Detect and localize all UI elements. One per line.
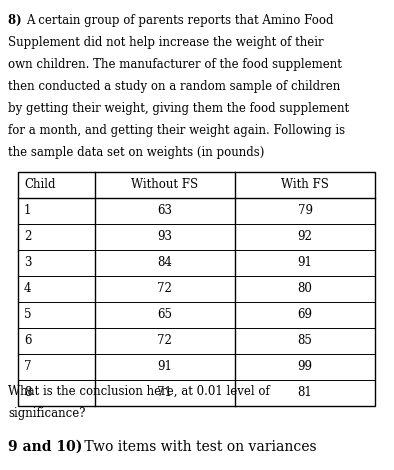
Text: 2: 2	[24, 230, 32, 243]
Text: 99: 99	[297, 360, 312, 374]
Text: Child: Child	[24, 179, 56, 191]
Text: 84: 84	[158, 257, 172, 269]
Text: What is the conclusion here, at 0.01 level of: What is the conclusion here, at 0.01 lev…	[8, 385, 270, 398]
Text: Two items with test on variances: Two items with test on variances	[80, 440, 317, 454]
Text: 8): 8)	[8, 14, 26, 27]
Text: 91: 91	[297, 257, 312, 269]
Text: 65: 65	[158, 308, 173, 321]
Text: 72: 72	[158, 335, 172, 347]
Text: then conducted a study on a random sample of children: then conducted a study on a random sampl…	[8, 80, 340, 93]
Text: With FS: With FS	[281, 179, 329, 191]
Text: 80: 80	[297, 282, 312, 296]
Text: 69: 69	[297, 308, 312, 321]
Text: 5: 5	[24, 308, 32, 321]
Text: 63: 63	[158, 204, 173, 218]
Text: 3: 3	[24, 257, 32, 269]
Text: 93: 93	[158, 230, 173, 243]
Text: 1: 1	[24, 204, 32, 218]
Text: 7: 7	[24, 360, 32, 374]
Text: 79: 79	[297, 204, 312, 218]
Text: 85: 85	[297, 335, 312, 347]
Text: 71: 71	[158, 386, 172, 400]
Text: 92: 92	[297, 230, 312, 243]
Text: by getting their weight, giving them the food supplement: by getting their weight, giving them the…	[8, 102, 349, 115]
Text: own children. The manufacturer of the food supplement: own children. The manufacturer of the fo…	[8, 58, 342, 71]
Text: Without FS: Without FS	[131, 179, 199, 191]
Bar	[18, 172, 375, 406]
Text: Supplement did not help increase the weight of their: Supplement did not help increase the wei…	[8, 36, 323, 49]
Text: for a month, and getting their weight again. Following is: for a month, and getting their weight ag…	[8, 124, 345, 137]
Text: A certain group of parents reports that Amino Food: A certain group of parents reports that …	[26, 14, 333, 27]
Text: 9 and 10): 9 and 10)	[8, 440, 82, 454]
Text: 91: 91	[158, 360, 172, 374]
Text: 81: 81	[297, 386, 312, 400]
Text: the sample data set on weights (in pounds): the sample data set on weights (in pound…	[8, 146, 264, 159]
Text: 6: 6	[24, 335, 32, 347]
Text: 8: 8	[24, 386, 32, 400]
Text: 72: 72	[158, 282, 172, 296]
Text: 4: 4	[24, 282, 32, 296]
Text: significance?: significance?	[8, 407, 85, 420]
